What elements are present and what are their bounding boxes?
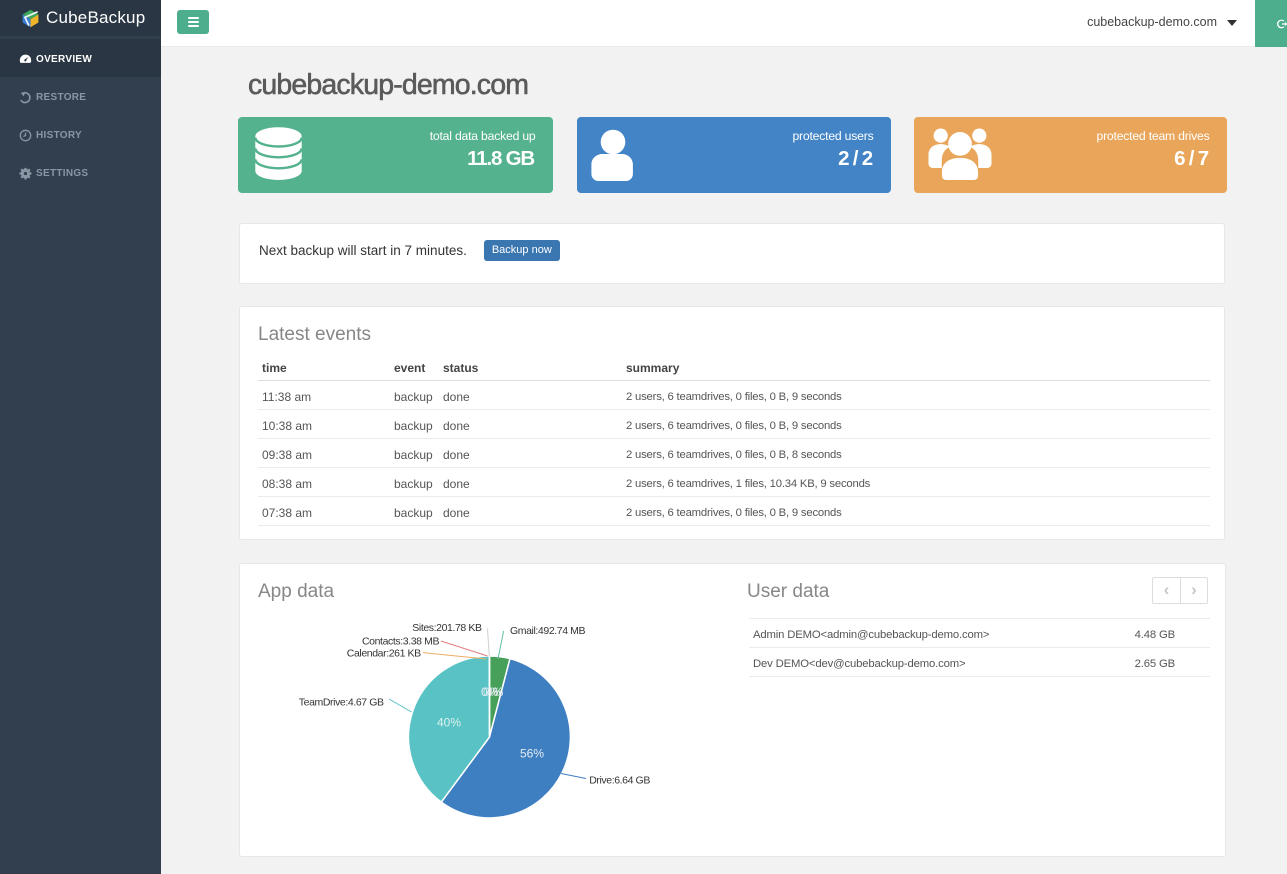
svg-text:Contacts:3.38 MB: Contacts:3.38 MB — [362, 635, 439, 647]
svg-text:Calendar:261 KB: Calendar:261 KB — [347, 647, 421, 659]
svg-text:Drive:6.64 GB: Drive:6.64 GB — [589, 775, 650, 787]
svg-text:4%: 4% — [486, 685, 504, 699]
svg-text:0%: 0% — [481, 685, 499, 699]
svg-text:56%: 56% — [520, 747, 544, 761]
svg-text:Sites:201.78 KB: Sites:201.78 KB — [412, 622, 482, 634]
svg-text:TeamDrive:4.67 GB: TeamDrive:4.67 GB — [299, 696, 384, 708]
svg-text:Gmail:492.74 MB: Gmail:492.74 MB — [510, 625, 586, 637]
svg-text:0%: 0% — [483, 685, 501, 699]
svg-text:40%: 40% — [437, 716, 461, 730]
